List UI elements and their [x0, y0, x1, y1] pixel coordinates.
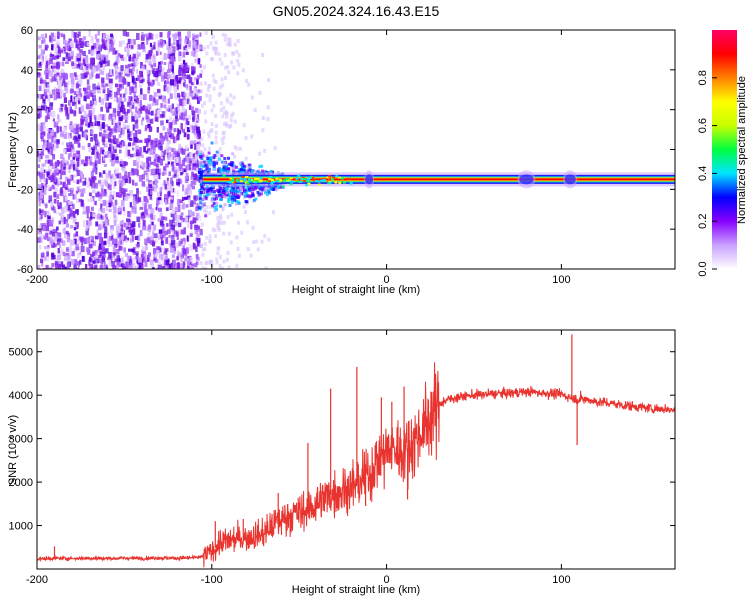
spectrogram-y-tick-label: 0	[27, 145, 33, 157]
spectrogram-y-tick-label: 20	[21, 105, 33, 117]
colorbar-label: Normalized spectral amplitude	[736, 76, 748, 224]
snr-y-tick-label: 1000	[9, 521, 33, 533]
spectrogram-x-tick-label: 0	[384, 274, 390, 286]
colorbar: 0.0 0.2 0.4 0.6 0.8 Normalized spectral ampl…	[697, 30, 748, 277]
snr-y-tick-label: 2000	[9, 477, 33, 489]
snr-x-tick-label: 0	[384, 574, 390, 586]
colorbar-tick-label: 0.6	[697, 118, 709, 133]
chart-title: GN05.2024.324.16.43.E15	[273, 3, 440, 19]
spectrogram-x-tick-label: -200	[26, 274, 48, 286]
spectrogram-x-axis: -200 -100 0 100	[26, 30, 571, 286]
snr-x-axis-label: Height of straight line (km)	[292, 584, 420, 596]
spectrogram-x-tick-label: -100	[201, 274, 223, 286]
spectrogram-y-axis: -60 -40 -20 0 20 40 60	[17, 25, 675, 276]
snr-y-axis-label: SNR (10 * v/v)	[7, 415, 19, 485]
spectrogram-x-axis-label: Height of straight line (km)	[292, 284, 420, 296]
snr-y-tick-label: 5000	[9, 347, 33, 359]
spectrogram-y-tick-label: 60	[21, 25, 33, 37]
snr-frame	[36, 329, 676, 570]
colorbar-tick-label: 0.4	[697, 166, 709, 181]
snr-y-axis: 1000 2000 3000 4000 5000	[9, 347, 675, 533]
snr-x-tick-label: 100	[552, 574, 570, 586]
spectrogram-y-tick-label: -40	[17, 224, 33, 236]
spectrogram-image	[37, 30, 675, 269]
snr-panel: -200 -100 0 100 1000 2000 3000 4000 5000 Height…	[7, 329, 676, 596]
colorbar-tick-label: 0.0	[697, 261, 709, 276]
spectrogram-y-tick-label: 40	[21, 65, 33, 77]
spectrogram-x-tick-label: 100	[552, 274, 570, 286]
spectrogram-y-tick-label: -60	[17, 264, 33, 276]
colorbar-scale	[712, 30, 737, 269]
snr-line	[37, 362, 675, 568]
snr-plot-area	[37, 330, 675, 569]
snr-y-tick-label: 4000	[9, 390, 33, 402]
snr-y-tick-label: 3000	[9, 434, 33, 446]
snr-series	[37, 334, 675, 568]
colorbar-tick-label: 0.2	[697, 214, 709, 229]
snr-x-tick-label: -200	[26, 574, 48, 586]
snr-x-tick-label: -100	[201, 574, 223, 586]
spectrogram-y-tick-label: -20	[17, 184, 33, 196]
spectrogram-y-axis-label: Frequency (Hz)	[7, 112, 19, 188]
colorbar-tick-label: 0.8	[697, 70, 709, 85]
colorbar-ticks: 0.0 0.2 0.4 0.6 0.8	[697, 70, 717, 277]
snr-x-axis: -200 -100 0 100	[26, 330, 571, 586]
